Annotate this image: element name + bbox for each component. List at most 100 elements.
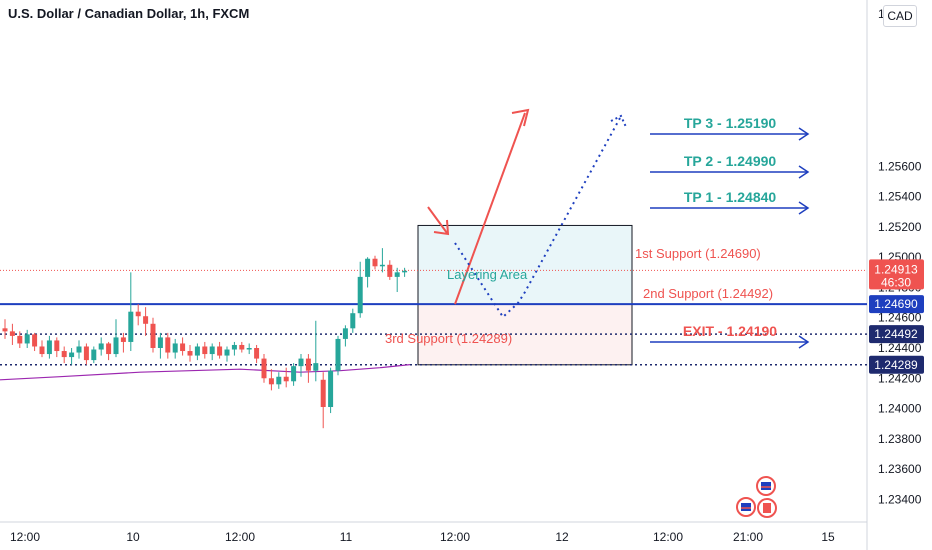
candle-body <box>313 363 319 371</box>
candle-body <box>83 346 89 361</box>
candle-body <box>54 340 60 352</box>
x-tick-label: 11 <box>340 530 353 544</box>
candle-body <box>135 311 141 317</box>
x-tick-label: 15 <box>821 530 835 544</box>
candle-body <box>98 343 104 350</box>
candle-body <box>194 346 200 356</box>
candle-body <box>17 335 23 344</box>
candle-body <box>187 351 193 356</box>
x-tick-label: 12:00 <box>225 530 255 544</box>
current-price-label: 1.24913 <box>874 262 918 276</box>
candle-body <box>320 379 326 408</box>
moving-average-line <box>0 364 411 381</box>
candle-body <box>61 351 67 358</box>
y-tick-label: 1.23600 <box>878 462 922 476</box>
candle-body <box>143 316 149 324</box>
candle-body <box>394 272 400 277</box>
candle-body <box>357 276 363 314</box>
candle-body <box>9 331 15 336</box>
candle-body <box>202 346 208 355</box>
tp2-arrowhead <box>798 165 810 179</box>
bullish-arrowhead <box>511 108 530 127</box>
candle-body <box>2 328 8 332</box>
current-price-tag <box>869 259 924 290</box>
exit-arrowhead <box>798 335 810 349</box>
y-tick-label: 1.24600 <box>878 311 922 325</box>
candle-body <box>350 313 356 329</box>
candle-body <box>224 349 230 356</box>
canada-flag-leaf <box>763 503 771 513</box>
candle-body <box>335 338 341 371</box>
candle-body <box>239 344 245 350</box>
candle-body <box>106 343 112 355</box>
candle-body <box>39 346 45 355</box>
candle-body <box>365 258 371 277</box>
entry-arrow <box>427 206 448 234</box>
y-tick-label: 1.24400 <box>878 341 922 355</box>
candle-body <box>254 348 260 359</box>
candle-body <box>76 346 82 353</box>
candle-body <box>209 346 215 355</box>
entry-arrowhead <box>433 219 450 236</box>
us-flag-icon-fill <box>761 482 771 490</box>
tp3-arrowhead <box>798 127 810 141</box>
candle-body <box>128 311 134 342</box>
candle-body <box>342 328 348 339</box>
layering-area-label: Layering Area <box>447 267 528 282</box>
bullish-path-arrow <box>454 112 526 305</box>
level-3-tag-label: 1.24289 <box>874 358 918 372</box>
candle-body <box>91 349 97 361</box>
support3-label: 3rd Support (1.24289) <box>385 331 512 346</box>
candle-body <box>402 270 408 273</box>
y-tick-label: 1.25400 <box>878 190 922 204</box>
candle-body <box>165 337 171 353</box>
y-tick-label: 1.25200 <box>878 220 922 234</box>
y-tick-label: 1.24000 <box>878 402 922 416</box>
candle-body <box>291 366 297 382</box>
support1-label: 1st Support (1.24690) <box>635 246 761 261</box>
us-flag-icon-fill <box>741 503 751 511</box>
candle-body <box>268 378 274 385</box>
candle-body <box>120 337 126 342</box>
candle-body <box>157 337 163 348</box>
candle-body <box>372 258 378 267</box>
candle-body <box>32 334 38 347</box>
candle-body <box>113 337 119 355</box>
candle-body <box>305 358 311 371</box>
exit-label: EXIT - 1.24190 <box>683 323 777 339</box>
candle-body <box>283 376 289 382</box>
layering-path <box>454 117 621 319</box>
currency-button[interactable]: CAD <box>883 5 917 27</box>
candle-body <box>298 358 304 367</box>
level-3-tag <box>869 355 924 374</box>
tp1-arrowhead <box>798 201 810 215</box>
candle-body <box>180 343 186 352</box>
candle-body <box>261 358 267 379</box>
candle-body <box>387 264 393 277</box>
x-tick-label: 12:00 <box>653 530 683 544</box>
candle-body <box>231 344 237 350</box>
chart-title: U.S. Dollar / Canadian Dollar, 1h, FXCM <box>8 6 250 21</box>
tp3-label: TP 3 - 1.25190 <box>684 115 777 131</box>
x-tick-label: 12 <box>555 530 569 544</box>
level-1-tag <box>869 295 924 314</box>
y-tick-label: 1.23800 <box>878 432 922 446</box>
level-2-tag-label: 1.24492 <box>874 327 918 341</box>
x-tick-label: 12:00 <box>10 530 40 544</box>
candle-body <box>150 323 156 348</box>
x-tick-label: 10 <box>126 530 140 544</box>
level-2-tag <box>869 325 924 344</box>
support2-label: 2nd Support (1.24492) <box>643 286 773 301</box>
candle-body <box>46 340 52 355</box>
candle-body <box>379 264 385 267</box>
countdown-label: 46:30 <box>881 275 911 289</box>
candle-body <box>328 370 334 408</box>
candle-body <box>69 352 75 358</box>
y-tick-label: 1.25600 <box>878 159 922 173</box>
candle-body <box>276 376 282 385</box>
y-tick-label: 1.24200 <box>878 371 922 385</box>
x-tick-label: 12:00 <box>440 530 470 544</box>
x-tick-label: 21:00 <box>733 530 763 544</box>
